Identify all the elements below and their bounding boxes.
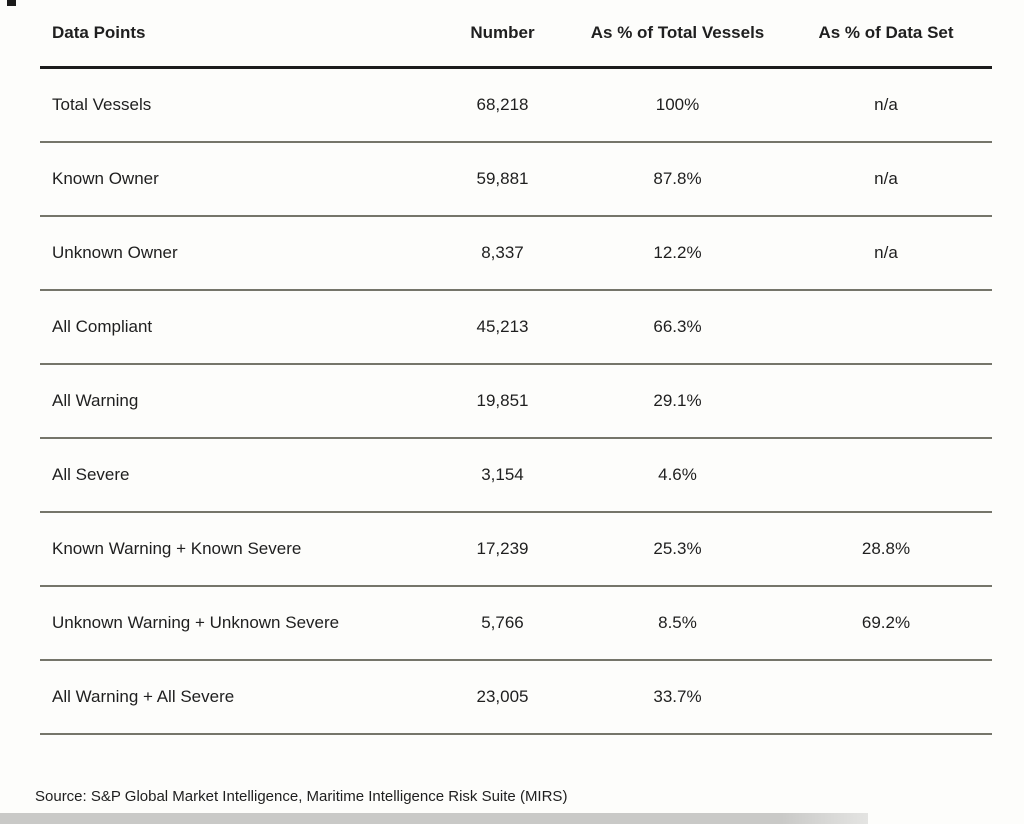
row-label: Total Vessels bbox=[52, 95, 152, 114]
table-row-total-vessels: Total Vessels 68,218 100% n/a bbox=[40, 69, 992, 143]
row-label: Unknown Warning + Unknown Severe bbox=[52, 613, 340, 632]
row-pct-data-set: 69.2% bbox=[861, 613, 911, 632]
table-row-all-severe: All Severe 3,154 4.6% bbox=[40, 439, 992, 513]
row-pct-total-vessels: 8.5% bbox=[658, 613, 697, 632]
source-note: Source: S&P Global Market Intelligence, … bbox=[35, 788, 568, 805]
column-header-number: Number bbox=[470, 23, 535, 42]
row-number: 5,766 bbox=[481, 613, 524, 632]
row-label: Known Owner bbox=[52, 169, 159, 188]
row-number: 23,005 bbox=[476, 687, 529, 706]
table-header-row: Data Points Number As % of Total Vessels… bbox=[40, 0, 992, 66]
row-label: All Warning + All Severe bbox=[52, 687, 235, 706]
vessel-data-table: Data Points Number As % of Total Vessels… bbox=[40, 0, 992, 735]
scan-artifact-corner-mark bbox=[7, 0, 16, 6]
row-pct-data-set: n/a bbox=[874, 169, 898, 188]
row-pct-total-vessels: 4.6% bbox=[658, 465, 697, 484]
table-row-all-compliant: All Compliant 45,213 66.3% bbox=[40, 291, 992, 365]
column-header-data-points: Data Points bbox=[52, 23, 146, 42]
row-number: 17,239 bbox=[476, 539, 529, 558]
row-pct-total-vessels: 12.2% bbox=[653, 243, 702, 262]
table-row-known-warning-known-severe: Known Warning + Known Severe 17,239 25.3… bbox=[40, 513, 992, 587]
row-label: All Warning bbox=[52, 391, 139, 410]
table-row-unknown-owner: Unknown Owner 8,337 12.2% n/a bbox=[40, 217, 992, 291]
row-pct-total-vessels: 33.7% bbox=[653, 687, 702, 706]
header-divider-rule bbox=[40, 66, 992, 69]
row-label: Known Warning + Known Severe bbox=[52, 539, 302, 558]
table-row-all-warning: All Warning 19,851 29.1% bbox=[40, 365, 992, 439]
row-number: 45,213 bbox=[476, 317, 529, 336]
row-pct-total-vessels: 29.1% bbox=[653, 391, 702, 410]
scan-artifact-bottom-band bbox=[0, 813, 868, 824]
row-pct-data-set: n/a bbox=[874, 95, 898, 114]
row-label: All Severe bbox=[52, 465, 130, 484]
row-label: Unknown Owner bbox=[52, 243, 178, 262]
row-label: All Compliant bbox=[52, 317, 153, 336]
column-header-pct-total-vessels: As % of Total Vessels bbox=[590, 23, 765, 42]
row-number: 59,881 bbox=[476, 169, 529, 188]
column-header-pct-data-set: As % of Data Set bbox=[818, 23, 954, 42]
row-number: 3,154 bbox=[481, 465, 524, 484]
row-pct-total-vessels: 66.3% bbox=[653, 317, 702, 336]
row-number: 19,851 bbox=[476, 391, 529, 410]
table-row-unknown-warning-unknown-severe: Unknown Warning + Unknown Severe 5,766 8… bbox=[40, 587, 992, 661]
row-pct-total-vessels: 87.8% bbox=[653, 169, 702, 188]
row-pct-total-vessels: 25.3% bbox=[653, 539, 702, 558]
row-number: 8,337 bbox=[481, 243, 524, 262]
table-row-known-owner: Known Owner 59,881 87.8% n/a bbox=[40, 143, 992, 217]
row-pct-data-set: 28.8% bbox=[861, 539, 911, 558]
row-pct-total-vessels: 100% bbox=[655, 95, 700, 114]
table-row-all-warning-all-severe: All Warning + All Severe 23,005 33.7% bbox=[40, 661, 992, 735]
row-number: 68,218 bbox=[476, 95, 529, 114]
row-pct-data-set: n/a bbox=[874, 243, 898, 262]
